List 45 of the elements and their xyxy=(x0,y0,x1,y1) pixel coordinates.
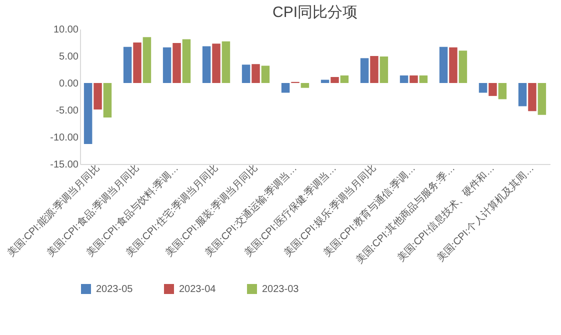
legend-label: 2023-04 xyxy=(179,284,216,295)
bar xyxy=(380,56,388,83)
bar xyxy=(478,83,488,93)
bar xyxy=(252,64,260,83)
bar xyxy=(133,42,142,83)
bar xyxy=(370,56,378,83)
bar xyxy=(242,64,250,83)
y-tick-label: 10.00 xyxy=(53,24,79,36)
bar xyxy=(410,75,418,83)
bar xyxy=(330,77,339,83)
y-tick-label: -15.00 xyxy=(50,160,79,170)
bar xyxy=(212,44,220,83)
bar xyxy=(222,41,230,83)
bar xyxy=(162,47,172,83)
bar xyxy=(360,58,369,83)
y-tick-label: 0.00 xyxy=(59,78,79,90)
bar xyxy=(498,83,507,100)
bar xyxy=(261,66,270,83)
chart-title: CPI同比分项 xyxy=(272,4,358,21)
y-tick-label: -10.00 xyxy=(50,132,79,144)
bar xyxy=(538,83,546,115)
bar xyxy=(84,83,92,144)
bar xyxy=(182,39,191,83)
bar xyxy=(458,50,468,83)
y-tick-label: 5.00 xyxy=(59,52,79,62)
bar xyxy=(518,83,527,106)
bar xyxy=(419,75,428,83)
bar xyxy=(488,83,497,96)
y-tick-label: -5.00 xyxy=(56,106,79,116)
bar xyxy=(528,83,536,112)
bar xyxy=(94,83,102,110)
bar xyxy=(123,46,132,83)
bar xyxy=(172,43,181,83)
bar xyxy=(103,83,112,118)
bar xyxy=(142,37,152,83)
bar xyxy=(449,47,458,83)
bar xyxy=(400,75,408,83)
bar xyxy=(281,83,290,93)
legend-label: 2023-03 xyxy=(262,284,300,295)
bar xyxy=(202,46,211,83)
bar xyxy=(340,75,349,83)
bar xyxy=(439,46,448,83)
legend-label: 2023-05 xyxy=(96,284,134,295)
bar xyxy=(300,83,310,88)
bar xyxy=(320,80,330,83)
